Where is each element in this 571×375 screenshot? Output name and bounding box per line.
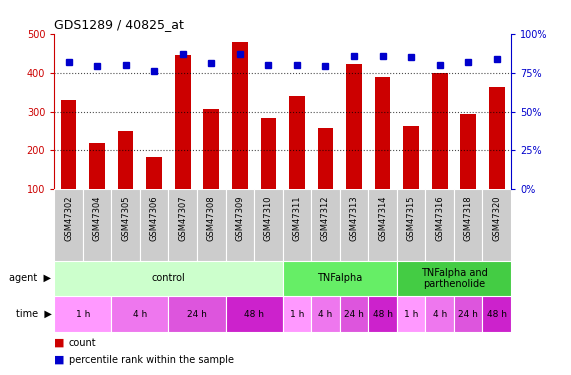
Text: 24 h: 24 h xyxy=(459,310,478,319)
Bar xyxy=(454,296,482,332)
Text: ■: ■ xyxy=(54,355,65,365)
Text: 1 h: 1 h xyxy=(75,310,90,319)
Bar xyxy=(83,189,111,261)
Bar xyxy=(340,189,368,261)
Bar xyxy=(283,261,397,296)
Bar xyxy=(460,114,476,189)
Bar xyxy=(317,128,333,189)
Text: GSM47313: GSM47313 xyxy=(349,195,359,241)
Bar xyxy=(311,296,340,332)
Bar xyxy=(54,189,83,261)
Bar xyxy=(403,126,419,189)
Text: GSM47302: GSM47302 xyxy=(64,195,73,241)
Bar xyxy=(482,296,511,332)
Bar xyxy=(146,157,162,189)
Text: GSM47311: GSM47311 xyxy=(292,195,301,241)
Bar xyxy=(482,189,511,261)
Text: percentile rank within the sample: percentile rank within the sample xyxy=(69,355,234,365)
Bar xyxy=(489,87,505,189)
Bar xyxy=(254,189,283,261)
Text: GSM47307: GSM47307 xyxy=(178,195,187,241)
Bar xyxy=(111,189,140,261)
Text: 24 h: 24 h xyxy=(187,310,207,319)
Text: 4 h: 4 h xyxy=(433,310,447,319)
Bar xyxy=(397,296,425,332)
Bar xyxy=(397,261,511,296)
Bar xyxy=(54,296,111,332)
Bar xyxy=(89,144,105,189)
Bar xyxy=(346,64,362,189)
Bar xyxy=(54,261,283,296)
Text: GSM47315: GSM47315 xyxy=(407,195,416,241)
Bar xyxy=(232,42,248,189)
Text: GSM47320: GSM47320 xyxy=(492,195,501,241)
Text: control: control xyxy=(151,273,186,284)
Text: GSM47306: GSM47306 xyxy=(150,195,159,241)
Text: GSM47312: GSM47312 xyxy=(321,195,330,241)
Text: 48 h: 48 h xyxy=(486,310,507,319)
Text: 48 h: 48 h xyxy=(244,310,264,319)
Bar xyxy=(340,296,368,332)
Bar xyxy=(289,96,305,189)
Text: agent  ▶: agent ▶ xyxy=(9,273,51,284)
Bar xyxy=(203,109,219,189)
Bar xyxy=(425,189,454,261)
Text: TNFalpha and
parthenolide: TNFalpha and parthenolide xyxy=(421,268,487,289)
Bar xyxy=(397,189,425,261)
Text: GSM47316: GSM47316 xyxy=(435,195,444,241)
Bar xyxy=(283,296,311,332)
Bar xyxy=(118,130,134,189)
Bar xyxy=(368,189,397,261)
Bar xyxy=(197,189,226,261)
Text: count: count xyxy=(69,338,96,348)
Bar xyxy=(368,296,397,332)
Text: GSM47318: GSM47318 xyxy=(464,195,473,241)
Bar xyxy=(140,189,168,261)
Bar xyxy=(375,76,391,189)
Bar xyxy=(168,296,226,332)
Bar xyxy=(168,189,197,261)
Bar xyxy=(283,189,311,261)
Bar xyxy=(226,296,283,332)
Bar xyxy=(175,55,191,189)
Text: 48 h: 48 h xyxy=(372,310,393,319)
Text: 4 h: 4 h xyxy=(319,310,332,319)
Bar xyxy=(311,189,340,261)
Text: GSM47314: GSM47314 xyxy=(378,195,387,241)
Bar xyxy=(432,73,448,189)
Text: ■: ■ xyxy=(54,338,65,348)
Text: GSM47309: GSM47309 xyxy=(235,195,244,241)
Text: 1 h: 1 h xyxy=(289,310,304,319)
Text: GSM47308: GSM47308 xyxy=(207,195,216,241)
Bar xyxy=(226,189,254,261)
Bar xyxy=(425,296,454,332)
Text: GDS1289 / 40825_at: GDS1289 / 40825_at xyxy=(54,18,184,31)
Bar xyxy=(111,296,168,332)
Text: GSM47304: GSM47304 xyxy=(93,195,102,241)
Bar xyxy=(260,118,276,189)
Text: 24 h: 24 h xyxy=(344,310,364,319)
Bar xyxy=(454,189,482,261)
Text: TNFalpha: TNFalpha xyxy=(317,273,363,284)
Text: time  ▶: time ▶ xyxy=(15,309,51,319)
Text: GSM47310: GSM47310 xyxy=(264,195,273,241)
Text: 4 h: 4 h xyxy=(133,310,147,319)
Bar xyxy=(61,100,77,189)
Text: GSM47305: GSM47305 xyxy=(121,195,130,241)
Text: 1 h: 1 h xyxy=(404,310,419,319)
